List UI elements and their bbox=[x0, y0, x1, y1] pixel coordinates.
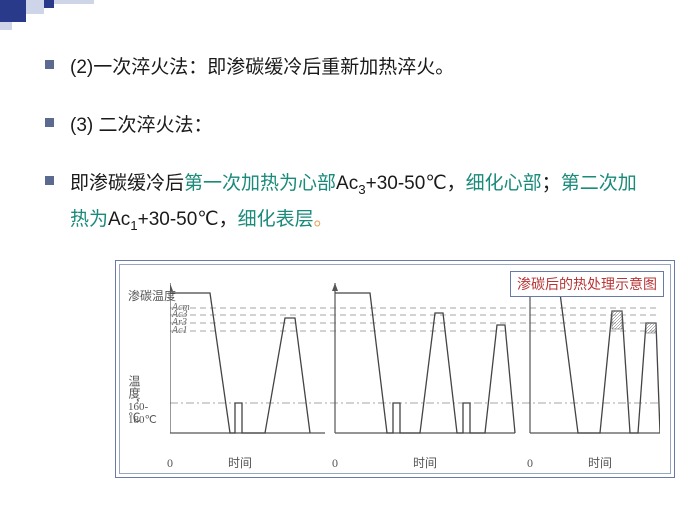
bullet-icon bbox=[45, 176, 54, 185]
y-tick-160: 160- bbox=[128, 401, 148, 413]
figure-container: 渗碳后的热处理示意图 渗碳温度 温度，℃ 160- 180℃ 0时间0时间0时间… bbox=[115, 260, 675, 478]
corner-decoration bbox=[0, 0, 160, 30]
figure-caption: 渗碳后的热处理示意图 bbox=[510, 271, 664, 297]
bullet-icon bbox=[45, 118, 54, 127]
bullet-item: (3) 二次淬火法： bbox=[45, 108, 655, 144]
bullet-item: 即渗碳缓冷后第一次加热为心部Ac3+30-50℃，细化心部；第二次加热为Ac1+… bbox=[45, 166, 655, 238]
x-zero-label: 0 bbox=[332, 456, 338, 471]
figure-inner: 渗碳后的热处理示意图 渗碳温度 温度，℃ 160- 180℃ 0时间0时间0时间… bbox=[119, 264, 671, 474]
y-axis-top-label: 渗碳温度 bbox=[128, 287, 176, 304]
bullet-text: (2)一次淬火法：即渗碳缓冷后重新加热淬火。 bbox=[70, 50, 454, 86]
x-axis-label: 时间 bbox=[228, 454, 252, 471]
x-zero-label: 0 bbox=[527, 456, 533, 471]
slide-content: (2)一次淬火法：即渗碳缓冷后重新加热淬火。 (3) 二次淬火法： 即渗碳缓冷后第一… bbox=[0, 0, 700, 478]
bullet-text: 即渗碳缓冷后第一次加热为心部Ac3+30-50℃，细化心部；第二次加热为Ac1+… bbox=[70, 166, 655, 238]
x-axis-label: 时间 bbox=[413, 454, 437, 471]
ref-line-label: Ac1 bbox=[172, 325, 188, 336]
bullet-icon bbox=[45, 60, 54, 69]
x-axis-label: 时间 bbox=[588, 454, 612, 471]
y-tick-180: 180℃ bbox=[128, 413, 157, 426]
bullet-item: (2)一次淬火法：即渗碳缓冷后重新加热淬火。 bbox=[45, 50, 655, 86]
x-zero-label: 0 bbox=[167, 456, 173, 471]
chart-svg bbox=[170, 283, 660, 458]
bullet-text: (3) 二次淬火法： bbox=[70, 108, 213, 144]
